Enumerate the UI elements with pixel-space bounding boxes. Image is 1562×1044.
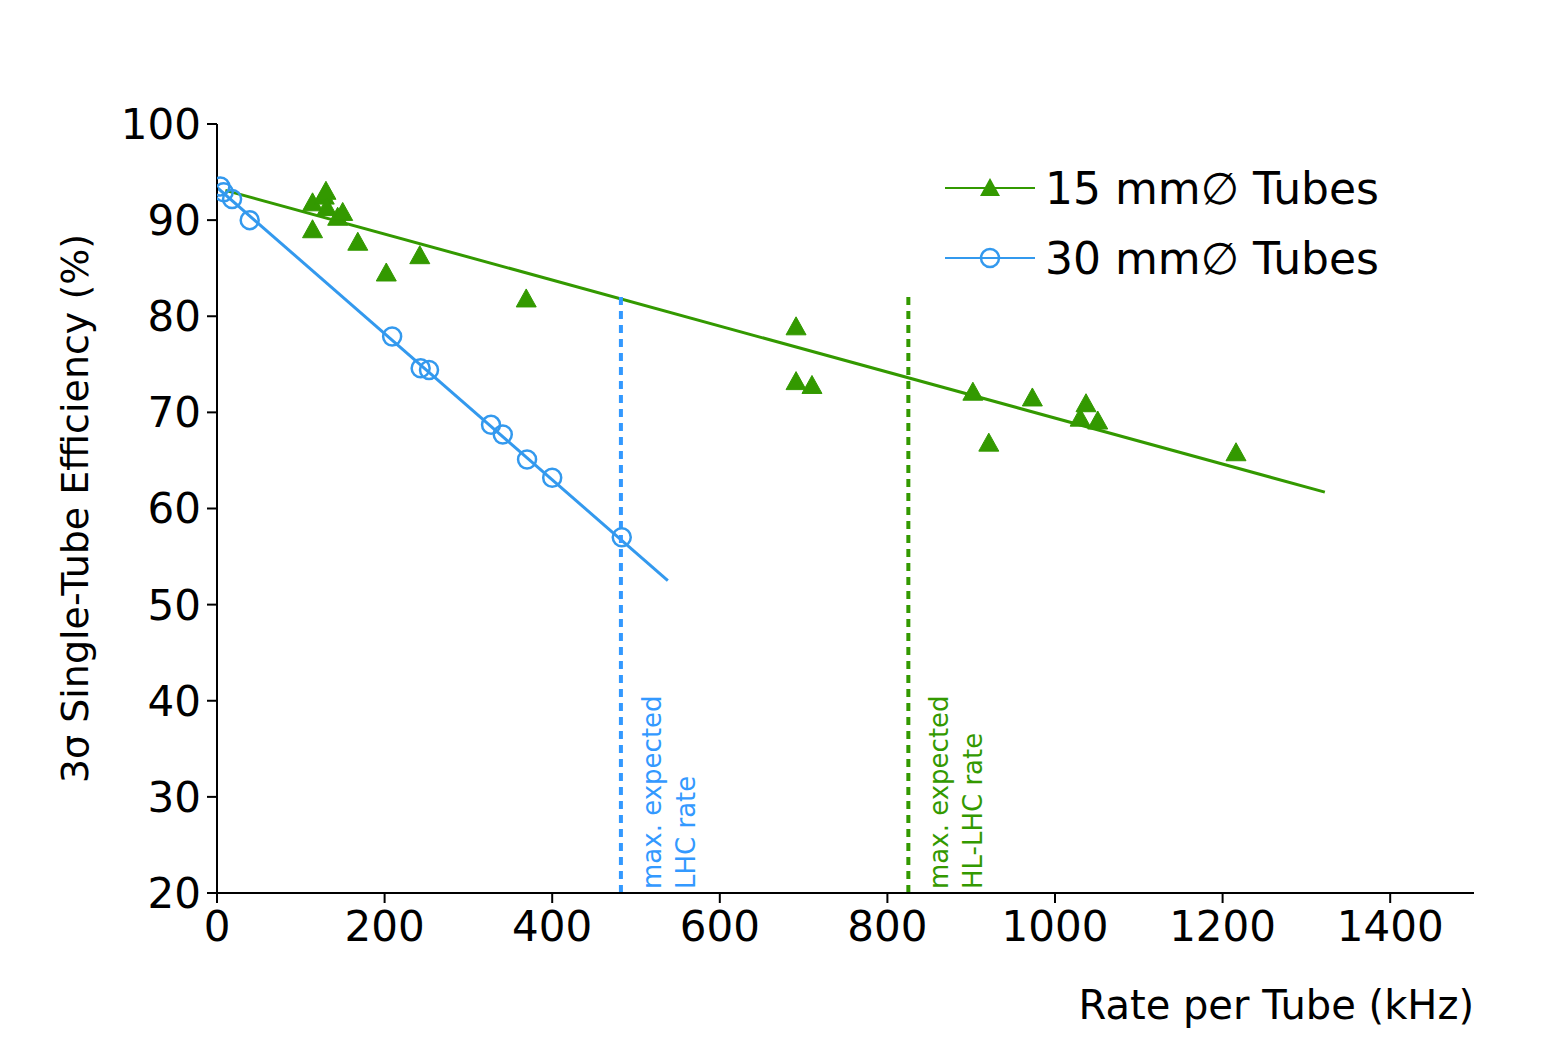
svg-text:1000: 1000 xyxy=(1002,902,1109,951)
svg-text:90: 90 xyxy=(148,196,201,245)
svg-text:40: 40 xyxy=(148,677,201,726)
svg-text:50: 50 xyxy=(148,581,201,630)
svg-text:30: 30 xyxy=(148,773,201,822)
svg-text:600: 600 xyxy=(680,902,760,951)
svg-text:max. expectedLHC rate: max. expectedLHC rate xyxy=(637,695,701,889)
svg-text:80: 80 xyxy=(148,292,201,341)
svg-text:1200: 1200 xyxy=(1169,902,1276,951)
svg-text:60: 60 xyxy=(148,484,201,533)
svg-text:100: 100 xyxy=(121,100,201,149)
html-text:15 mm∅ Tubes: 15 mm∅ Tubes xyxy=(1045,162,1379,214)
svg-text:0: 0 xyxy=(204,902,231,951)
svg-text:Rate per Tube (kHz): Rate per Tube (kHz) xyxy=(1079,982,1474,1028)
html-text:30 mm∅ Tubes: 30 mm∅ Tubes xyxy=(1045,232,1379,284)
svg-text:1400: 1400 xyxy=(1337,902,1444,951)
svg-text:400: 400 xyxy=(512,902,592,951)
svg-text:20: 20 xyxy=(148,869,201,918)
svg-text:70: 70 xyxy=(148,388,201,437)
svg-text:200: 200 xyxy=(345,902,425,951)
svg-text:3σ Single-Tube Efficiency (%): 3σ Single-Tube Efficiency (%) xyxy=(53,234,97,783)
svg-text:max. expectedHL-LHC rate: max. expectedHL-LHC rate xyxy=(924,695,988,889)
svg-text:800: 800 xyxy=(847,902,927,951)
